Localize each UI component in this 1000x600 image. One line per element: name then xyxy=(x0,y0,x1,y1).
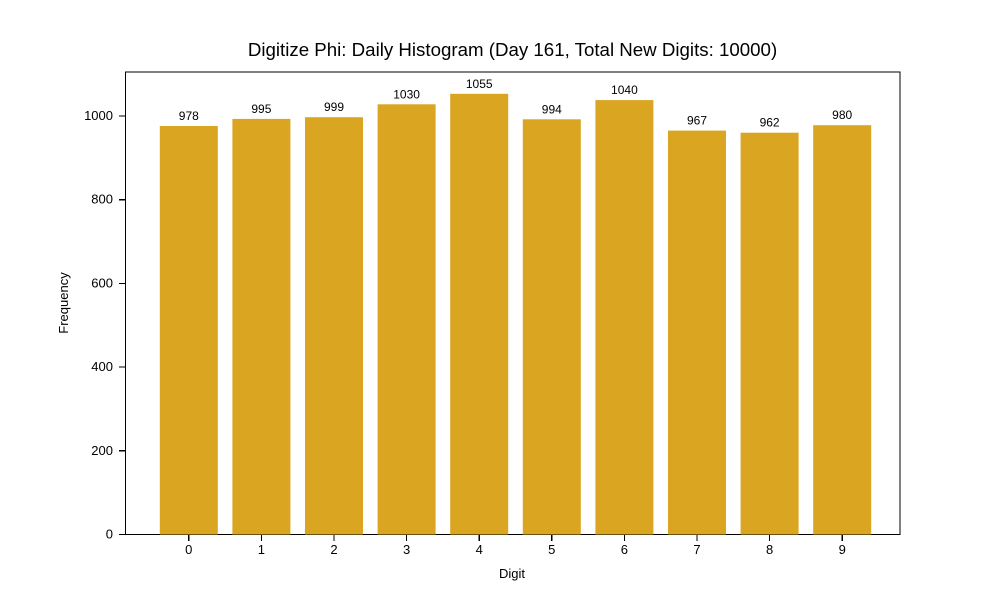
svg-text:967: 967 xyxy=(687,114,707,128)
svg-text:994: 994 xyxy=(542,102,562,116)
svg-text:8: 8 xyxy=(766,542,773,557)
svg-text:7: 7 xyxy=(693,542,700,557)
svg-text:400: 400 xyxy=(91,359,113,374)
svg-text:800: 800 xyxy=(91,192,113,207)
svg-text:1000: 1000 xyxy=(84,108,113,123)
svg-text:1040: 1040 xyxy=(611,83,638,97)
svg-text:999: 999 xyxy=(324,100,344,114)
svg-text:0: 0 xyxy=(106,527,113,542)
svg-text:600: 600 xyxy=(91,275,113,290)
svg-text:5: 5 xyxy=(548,542,555,557)
svg-text:1: 1 xyxy=(258,542,265,557)
svg-text:962: 962 xyxy=(760,116,780,130)
svg-text:Frequency: Frequency xyxy=(56,272,71,334)
svg-text:Digit: Digit xyxy=(499,566,525,581)
svg-text:1055: 1055 xyxy=(466,77,493,91)
svg-text:Digitize Phi: Daily Histogram: Digitize Phi: Daily Histogram (Day 161, … xyxy=(248,39,777,60)
svg-text:4: 4 xyxy=(476,542,483,557)
svg-text:0: 0 xyxy=(185,542,192,557)
svg-text:995: 995 xyxy=(251,102,271,116)
svg-text:200: 200 xyxy=(91,443,113,458)
svg-text:980: 980 xyxy=(832,108,852,122)
svg-text:2: 2 xyxy=(330,542,337,557)
svg-text:9: 9 xyxy=(839,542,846,557)
svg-text:1030: 1030 xyxy=(393,87,420,101)
svg-text:978: 978 xyxy=(179,109,199,123)
svg-text:6: 6 xyxy=(621,542,628,557)
svg-text:3: 3 xyxy=(403,542,410,557)
